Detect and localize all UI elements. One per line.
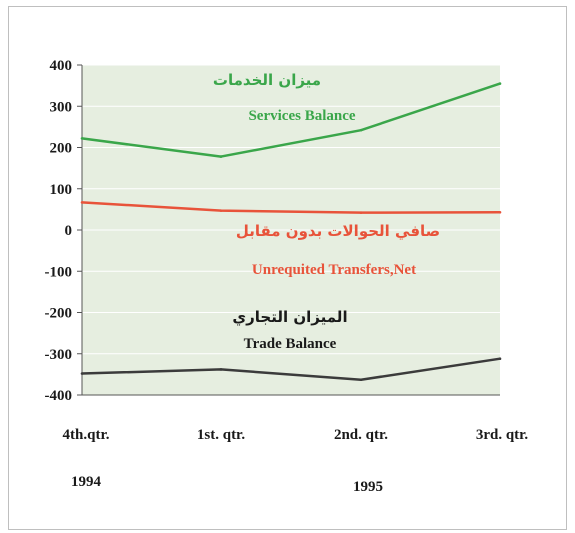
- trade-balance-label-ar: الميزان التجاري: [232, 308, 347, 327]
- y-tick-label-8: -400: [45, 388, 73, 404]
- services-balance-label: Services Balance: [248, 108, 355, 124]
- data-point-1-1: [219, 209, 223, 212]
- x-category-label-1: 1st. qtr.: [197, 427, 245, 443]
- y-tick-label-1: 300: [50, 99, 73, 115]
- x-category-label-3: 3rd. qtr.: [476, 427, 529, 443]
- y-tick-label-6: -200: [45, 306, 73, 322]
- grid-lines: [82, 64, 500, 396]
- data-point-0-3: [498, 82, 502, 85]
- transfers-label: Unrequited Transfers,Net: [252, 262, 416, 278]
- y-tick-label-0: 400: [50, 58, 73, 74]
- x-category-labels: 4th.qtr. 1st. qtr. 2nd. qtr. 3rd. qtr.: [63, 427, 529, 443]
- series-line-0: [81, 82, 501, 158]
- data-point-0-2: [359, 128, 363, 132]
- series-lines: [80, 82, 502, 382]
- data-point-1-3: [498, 210, 502, 214]
- y-tick-label-4: 0: [65, 223, 73, 239]
- year-label-1995: 1995: [353, 479, 383, 495]
- y-tick-label-3: 100: [50, 182, 73, 198]
- y-tick-label-2: 200: [50, 141, 73, 157]
- trade-balance-label: Trade Balance: [244, 336, 337, 352]
- services-balance-label-ar: ميزان الخدمات: [213, 71, 321, 89]
- y-tick-labels: 400 300 200 100 0 -100 -200 -300 -400: [45, 58, 82, 404]
- year-label-1994: 1994: [71, 474, 102, 490]
- series-line-1: [81, 201, 501, 214]
- y-tick-label-7: -300: [45, 347, 73, 363]
- data-point-0-0: [80, 137, 84, 140]
- data-point-1-2: [359, 211, 363, 214]
- data-point-1-0: [80, 201, 84, 204]
- series-line-2: [81, 357, 501, 381]
- x-category-label-2: 2nd. qtr.: [334, 427, 388, 443]
- data-point-2-1: [219, 368, 223, 371]
- data-point-2-3: [498, 357, 502, 361]
- transfers-label-ar: صافي الحوالات بدون مقابل: [236, 222, 440, 240]
- data-point-2-2: [359, 378, 363, 382]
- data-point-0-1: [219, 155, 223, 158]
- y-tick-label-5: -100: [45, 264, 73, 280]
- data-point-2-0: [80, 372, 84, 375]
- x-category-label-0: 4th.qtr.: [63, 427, 110, 443]
